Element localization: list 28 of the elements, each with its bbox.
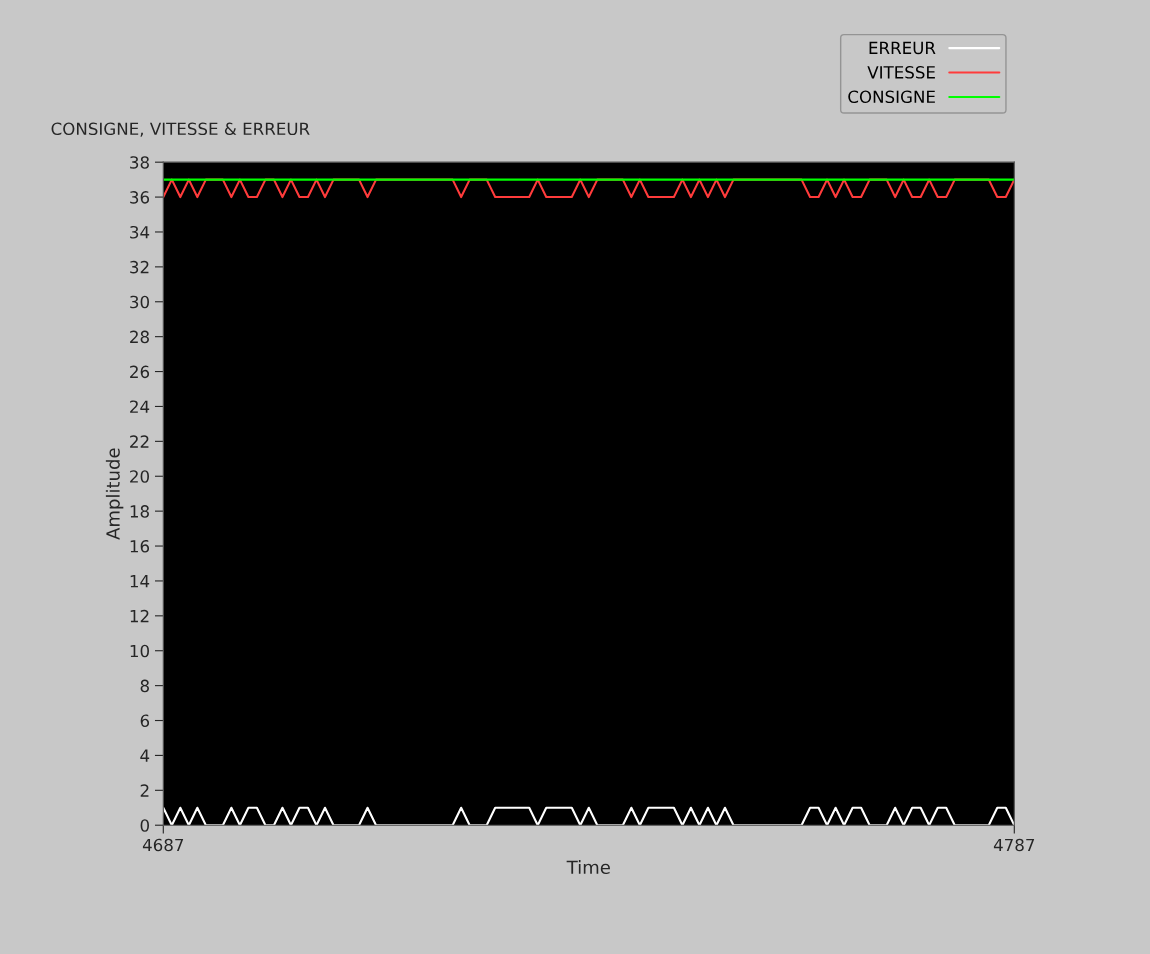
y-tick-label: 28 xyxy=(130,330,149,344)
y-tick-label: 20 xyxy=(130,470,149,483)
y-tick-label: 10 xyxy=(130,644,149,658)
y-tick-label: 36 xyxy=(130,191,150,204)
y-tick-label: 30 xyxy=(130,295,149,309)
y-tick-label: 22 xyxy=(130,435,149,448)
y-tick-label: 4 xyxy=(140,749,150,762)
y-tick-label: 6 xyxy=(140,714,150,728)
y-tick-label: 26 xyxy=(130,365,150,379)
y-tick-label: 14 xyxy=(130,575,150,588)
x-tick-label: 4687 xyxy=(142,838,184,852)
legend-label: ERREUR xyxy=(869,41,936,55)
y-tick-label: 38 xyxy=(130,156,149,169)
y-tick-label: 16 xyxy=(130,540,150,553)
y-tick-label: 8 xyxy=(140,679,149,693)
y-tick-label: 2 xyxy=(140,784,149,797)
y-axis-title: Amplitude xyxy=(105,448,124,540)
y-tick-label: 0 xyxy=(140,819,149,832)
legend-label: CONSIGNE xyxy=(848,90,935,104)
x-tick-label: 4787 xyxy=(993,838,1035,852)
y-tick-label: 18 xyxy=(130,505,149,518)
y-tick-label: 24 xyxy=(130,400,150,413)
chart-title: CONSIGNE, VITESSE & ERREUR xyxy=(51,122,310,137)
y-tick-label: 32 xyxy=(130,260,149,274)
legend-label: VITESSE xyxy=(867,66,935,79)
x-axis-title: Time xyxy=(566,860,610,875)
y-tick-label: 34 xyxy=(130,225,150,239)
y-tick-label: 12 xyxy=(130,609,149,623)
